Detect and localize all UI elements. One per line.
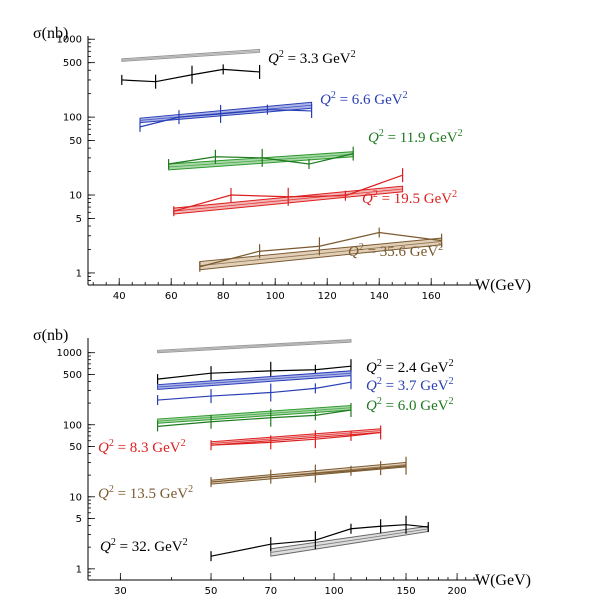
series-2: Q2 = 3.7 GeV2 xyxy=(156,370,454,406)
data-line xyxy=(210,465,407,483)
x-tick-label: 100 xyxy=(325,586,344,597)
x-axis-title: W(GeV) xyxy=(475,572,531,589)
data-line xyxy=(121,68,260,83)
y-tick-label: 1 xyxy=(76,564,82,575)
y-tick-label: 1 xyxy=(76,268,82,279)
series-label: Q2 = 35.6 GeV2 xyxy=(348,242,443,260)
series-3: Q2 = 11.9 GeV2 xyxy=(168,128,463,171)
model-band-center xyxy=(157,407,352,422)
series-6: Q2 = 32. GeV2 xyxy=(100,515,429,562)
model-band-center xyxy=(157,372,352,388)
series-label: Q2 = 19.5 GeV2 xyxy=(362,189,457,207)
model-band-center xyxy=(157,340,352,352)
y-tick-label: 50 xyxy=(69,136,82,147)
x-tick-label: 200 xyxy=(448,586,467,597)
x-tick-label: 100 xyxy=(266,291,285,302)
y-tick-label: 100 xyxy=(63,420,82,431)
y-tick-label: 5 xyxy=(76,514,82,525)
model-band-center xyxy=(270,528,429,553)
y-axis-title: σ(nb) xyxy=(33,327,68,344)
data-line xyxy=(210,524,429,557)
model-band-center xyxy=(168,153,354,168)
series-1: Q2 = 3.3 GeV2 xyxy=(121,48,356,89)
model-band xyxy=(270,525,429,557)
y-tick-label: 500 xyxy=(63,370,82,381)
series-label: Q2 = 11.9 GeV2 xyxy=(368,128,463,146)
y-tick-label: 10 xyxy=(69,191,82,202)
series-label: Q2 = 6.6 GeV2 xyxy=(320,90,408,108)
y-axis-title: σ(nb) xyxy=(33,25,68,42)
series-label: Q2 = 2.4 GeV2 xyxy=(366,358,454,376)
x-tick-label: 30 xyxy=(114,586,127,597)
y-tick-label: 5 xyxy=(76,214,82,225)
x-tick-label: 150 xyxy=(396,586,415,597)
x-tick-label: 140 xyxy=(370,291,389,302)
y-tick-label: 500 xyxy=(63,58,82,69)
model-band-center xyxy=(121,50,260,61)
x-tick-label: 120 xyxy=(318,291,337,302)
y-tick-label: 100 xyxy=(63,113,82,124)
series-4: Q2 = 8.3 GeV2 xyxy=(98,425,382,456)
y-tick-label: 1000 xyxy=(57,348,82,359)
x-tick-label: 80 xyxy=(217,291,230,302)
x-tick-label: 50 xyxy=(205,586,218,597)
y-tick-label: 50 xyxy=(69,442,82,453)
y-tick-label: 1000 xyxy=(57,35,82,46)
x-tick-label: 40 xyxy=(113,291,126,302)
series-label: Q2 = 3.3 GeV2 xyxy=(268,49,356,67)
series-5: Q2 = 35.6 GeV2 xyxy=(199,227,443,272)
x-tick-label: 160 xyxy=(422,291,441,302)
model-band-center xyxy=(211,430,381,444)
series-label: Q2 = 6.0 GeV2 xyxy=(366,396,454,414)
x-tick-label: 70 xyxy=(264,586,277,597)
series-label: Q2 = 3.7 GeV2 xyxy=(366,376,454,394)
y-tick-label: 10 xyxy=(69,492,82,503)
series-label: Q2 = 8.3 GeV2 xyxy=(98,438,186,456)
model-band-center xyxy=(199,241,442,267)
series-2: Q2 = 6.6 GeV2 xyxy=(139,90,408,132)
chart-panel-2: 1 5 10 50 100 500 1000 30 50 70 100 150 200 σ(nb) W(Ge… xyxy=(33,327,531,597)
series-label: Q2 = 13.5 GeV2 xyxy=(98,484,193,502)
series-5: Q2 = 13.5 GeV2 xyxy=(98,456,407,502)
series-4: Q2 = 19.5 GeV2 xyxy=(173,168,457,217)
chart-panel-1: 1 5 10 50 100 500 1000 40 60 80 100 120 140 160 σ(nb) W… xyxy=(33,25,531,302)
series-1: Q2 = 2.4 GeV2 xyxy=(156,339,454,385)
x-axis-title: W(GeV) xyxy=(475,277,531,294)
series-label: Q2 = 32. GeV2 xyxy=(100,537,188,555)
x-tick-label: 60 xyxy=(165,291,178,302)
series-3: Q2 = 6.0 GeV2 xyxy=(156,396,454,432)
